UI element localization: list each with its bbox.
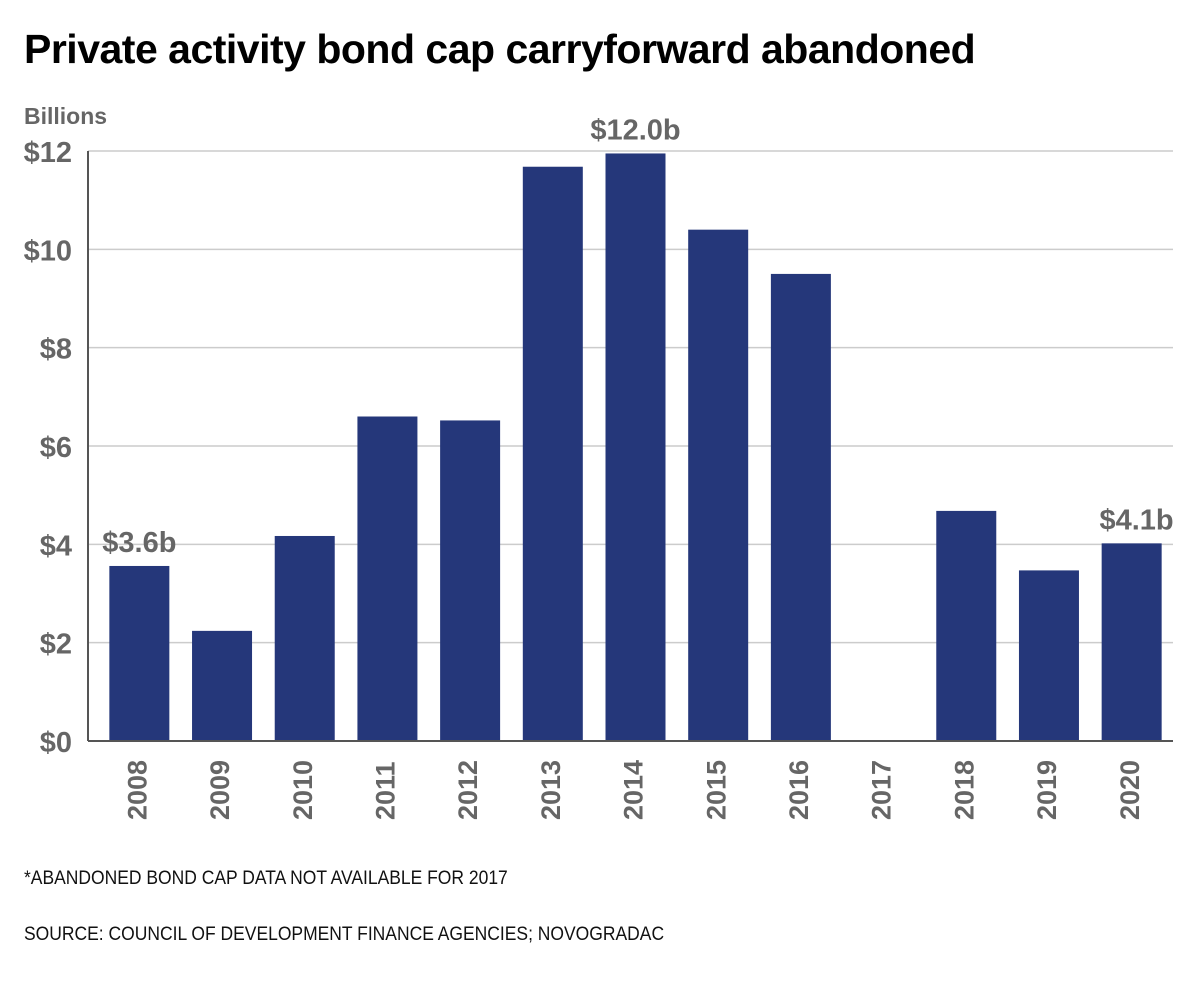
y-tick-label: $4 (40, 530, 72, 562)
bar-2014 (605, 153, 666, 742)
y-tick-label: $6 (40, 432, 72, 464)
bar-2009 (192, 630, 253, 741)
bar-2013 (522, 166, 583, 741)
x-tick-label: 2011 (371, 761, 401, 820)
bar-2018 (936, 510, 997, 741)
x-tick-label: 2013 (536, 760, 566, 820)
x-tick-label: 2017 (867, 760, 897, 820)
y-tick-label: $10 (24, 235, 72, 267)
x-tick-label: 2009 (205, 760, 235, 820)
x-tick-label: 2020 (1115, 760, 1145, 820)
bar-2008 (109, 565, 170, 741)
y-tick-label: $2 (40, 629, 72, 661)
x-tick-label: 2012 (453, 760, 483, 820)
data-label-2014: $12.0b (590, 114, 680, 146)
x-tick-label: 2015 (701, 760, 731, 820)
bar-2015 (688, 229, 749, 741)
y-tick-label: $0 (40, 727, 72, 759)
x-tick-label: 2008 (122, 760, 152, 820)
bar-2020 (1101, 543, 1162, 741)
bar-2016 (770, 273, 831, 741)
footnote: *ABANDONED BOND CAP DATA NOT AVAILABLE F… (24, 868, 508, 889)
bar-2019 (1018, 570, 1079, 741)
data-label-2008: $3.6b (102, 527, 176, 559)
y-tick-label: $8 (40, 334, 72, 366)
x-tick-label: 2019 (1032, 760, 1062, 820)
x-tick-label: 2010 (288, 760, 318, 820)
x-tick-label: 2016 (784, 760, 814, 820)
chart-title: Private activity bond cap carryforward a… (24, 26, 976, 72)
bar-2012 (440, 420, 501, 741)
x-tick-label: 2018 (949, 760, 979, 820)
data-label-2020: $4.1b (1099, 504, 1173, 536)
x-tick-label: 2014 (619, 760, 649, 820)
bar-2010 (274, 535, 335, 741)
y-axis-label: Billions (24, 103, 107, 129)
source-note: SOURCE: COUNCIL OF DEVELOPMENT FINANCE A… (24, 924, 665, 945)
bar-2011 (357, 416, 418, 741)
y-tick-label: $12 (24, 137, 72, 169)
